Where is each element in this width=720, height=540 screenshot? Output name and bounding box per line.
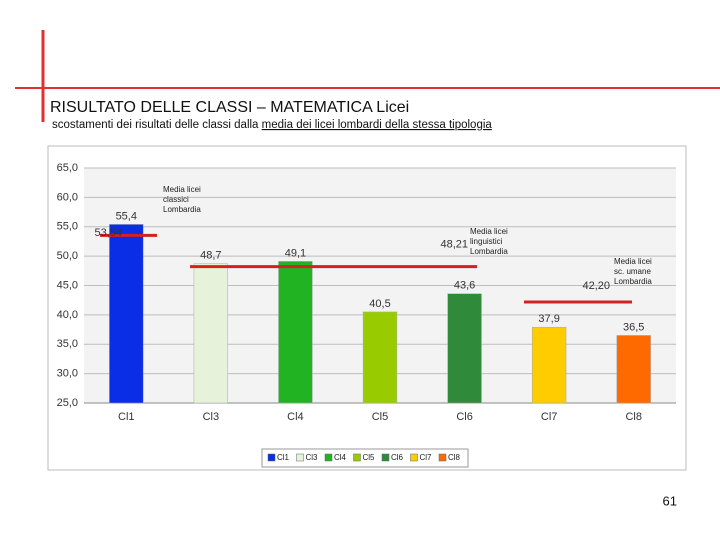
- legend-swatch: [267, 453, 276, 462]
- data-label: 55,4: [116, 210, 137, 222]
- reference-text: Media licei: [470, 227, 508, 236]
- reference-value: 48,21: [440, 239, 468, 251]
- legend-label: Cl7: [420, 453, 433, 462]
- data-label: 36,5: [623, 321, 644, 333]
- legend-swatch: [438, 453, 447, 462]
- legend-swatch: [353, 453, 361, 462]
- x-tick-label: Cl8: [625, 411, 642, 423]
- subtitle-part: scostamenti dei risultati delle classi d…: [52, 119, 259, 131]
- data-label: 37,9: [538, 313, 559, 325]
- data-label: 48,7: [200, 250, 221, 262]
- page-number: 61: [663, 493, 677, 508]
- reference-value: 42,20: [582, 280, 610, 292]
- bar: [616, 335, 651, 404]
- x-tick-label: Cl3: [203, 411, 220, 423]
- data-label: 49,1: [285, 247, 306, 259]
- y-tick-label: 60,0: [57, 191, 78, 203]
- reference-text: Media licei: [163, 185, 201, 194]
- bar: [362, 311, 398, 404]
- legend-swatch: [296, 453, 304, 462]
- y-tick-label: 35,0: [57, 338, 78, 350]
- reference-text: Lombardia: [163, 205, 201, 214]
- y-tick-label: 55,0: [57, 221, 78, 233]
- legend-swatch: [410, 453, 418, 462]
- reference-text: linguistici: [470, 237, 503, 246]
- reference-text: Lombardia: [614, 277, 652, 286]
- bar: [278, 261, 313, 404]
- legend-label: Cl5: [363, 453, 376, 462]
- x-tick-label: Cl5: [372, 411, 389, 423]
- legend-swatch: [324, 453, 333, 462]
- y-tick-label: 65,0: [57, 162, 78, 174]
- legend-label: Cl4: [334, 453, 347, 462]
- subtitle-part: media dei licei lombardi della stessa ti…: [262, 119, 493, 131]
- legend-label: Cl6: [391, 453, 404, 462]
- reference-text: Lombardia: [470, 247, 508, 256]
- bar: [193, 263, 229, 404]
- bar: [447, 293, 482, 404]
- y-tick-label: 50,0: [57, 250, 78, 262]
- slide-subtitle: scostamenti dei risultati delle classi d…: [52, 119, 492, 131]
- legend-label: Cl1: [277, 453, 290, 462]
- y-tick-label: 45,0: [57, 279, 78, 291]
- x-tick-label: Cl4: [287, 411, 304, 423]
- reference-text: sc. umane: [614, 267, 651, 276]
- reference-value: 53,54: [94, 227, 122, 239]
- y-tick-label: 30,0: [57, 368, 78, 380]
- data-label: 40,5: [369, 298, 390, 310]
- bar: [109, 224, 144, 404]
- x-tick-label: Cl6: [456, 411, 473, 423]
- legend-label: Cl3: [306, 453, 319, 462]
- y-tick-label: 25,0: [57, 397, 78, 409]
- data-label: 43,6: [454, 280, 475, 292]
- y-tick-label: 40,0: [57, 309, 78, 321]
- reference-text: classici: [163, 195, 189, 204]
- x-tick-label: Cl7: [541, 411, 558, 423]
- reference-text: Media licei: [614, 257, 652, 266]
- slide-title: RISULTATO DELLE CLASSI – MATEMATICA Lice…: [50, 99, 409, 116]
- legend-box: [261, 448, 469, 468]
- bar: [531, 326, 567, 404]
- x-tick-label: Cl1: [118, 411, 135, 423]
- legend-swatch: [381, 453, 390, 462]
- legend-label: Cl8: [448, 453, 461, 462]
